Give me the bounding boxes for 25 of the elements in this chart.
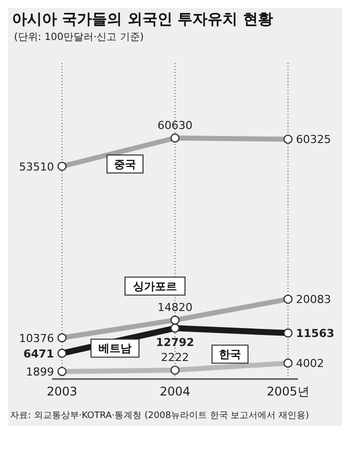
text: 자료: 외교통상부·KOTRA·통계청 (2008뉴라이트 한국 보고서에서 재인용) [10,410,310,422]
data-label: 14820 [158,301,192,314]
data-label: 11563 [296,327,334,340]
series-label: 중국 [114,158,136,171]
chart-title: 아시아 국가들의 외국인 투자유치 현황 [11,9,274,29]
point [57,348,67,358]
point [283,328,293,338]
data-label: 10376 [19,332,54,345]
data-label: 6471 [23,347,54,360]
data-label: 12792 [156,336,194,350]
data-label: 1899 [26,365,54,378]
series-label: 한국 [219,348,241,362]
data-label: 53510 [19,160,54,174]
text: 싱가포르 [133,280,177,294]
series-label: 베트남 [98,342,132,356]
x-tick-label: 2003 [46,384,78,399]
x-tick-label: 2005년 [266,384,310,399]
chart-subtitle: (단위: 100만달러·신고 기준) [13,31,145,45]
data-label: 2222 [161,351,189,364]
x-tick-label: 2004 [160,384,190,399]
data-label: 60325 [296,133,331,146]
data-label: 60630 [158,118,192,132]
point [170,324,180,333]
data-label: 20083 [296,293,331,306]
data-label: 4002 [296,357,324,370]
